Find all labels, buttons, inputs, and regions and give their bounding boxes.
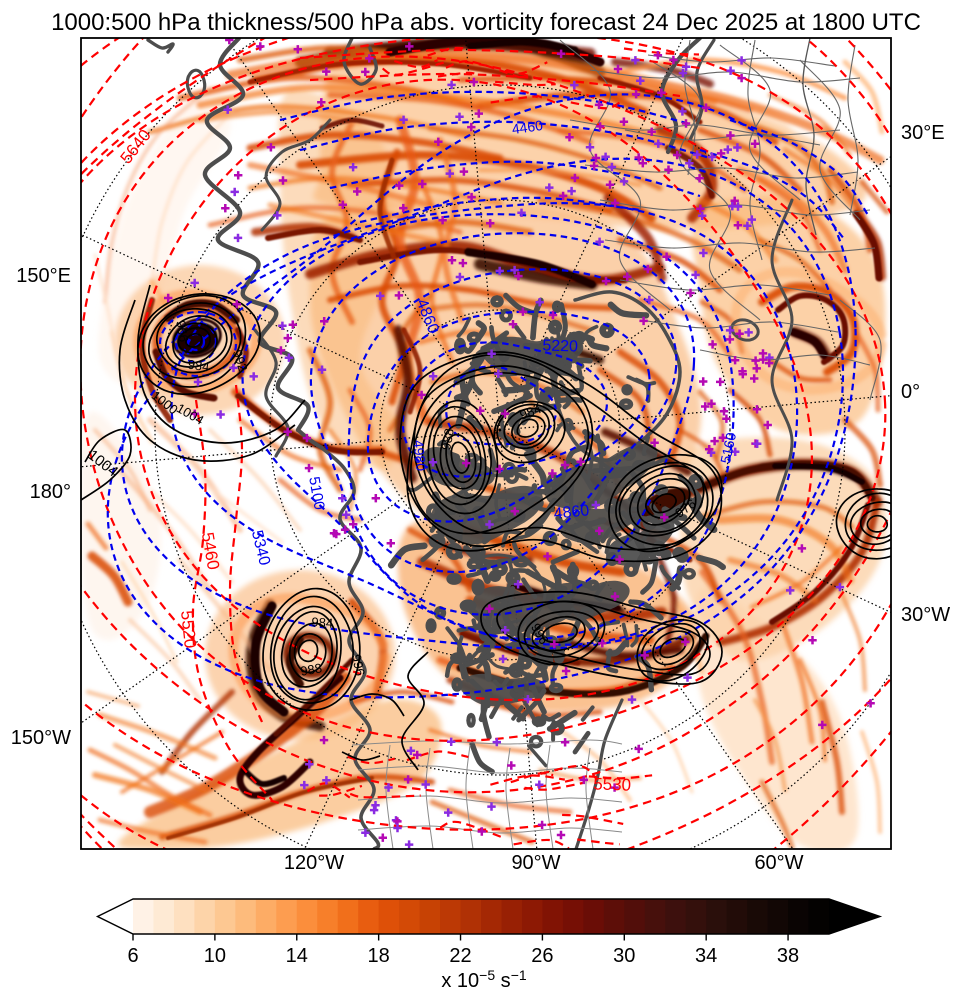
svg-text:150°W: 150°W — [11, 727, 71, 749]
svg-text:150°E: 150°E — [16, 265, 71, 287]
svg-text:120°W: 120°W — [284, 852, 344, 874]
svg-text:0°: 0° — [901, 381, 920, 403]
svg-text:22: 22 — [449, 945, 471, 967]
svg-text:34: 34 — [695, 945, 717, 967]
svg-text:984: 984 — [311, 614, 334, 630]
svg-text:984: 984 — [518, 401, 544, 423]
svg-text:38: 38 — [777, 945, 799, 967]
svg-text:26: 26 — [531, 945, 553, 967]
svg-text:30°W: 30°W — [901, 604, 950, 626]
svg-text:992: 992 — [230, 348, 251, 373]
svg-text:18: 18 — [368, 945, 390, 967]
svg-text:4860: 4860 — [553, 502, 590, 523]
svg-text:5100: 5100 — [305, 475, 328, 511]
svg-text:1000:500 hPa thickness/500 hPa: 1000:500 hPa thickness/500 hPa abs. vort… — [51, 9, 921, 36]
svg-text:14: 14 — [286, 945, 308, 967]
svg-text:4980: 4980 — [410, 439, 429, 472]
svg-text:30: 30 — [613, 945, 635, 967]
svg-text:90°W: 90°W — [511, 852, 560, 874]
svg-text:6: 6 — [127, 945, 138, 967]
svg-text:10: 10 — [204, 945, 226, 967]
svg-text:5520: 5520 — [177, 610, 200, 650]
svg-text:988: 988 — [299, 660, 323, 679]
svg-text:5160: 5160 — [717, 431, 739, 465]
svg-text:30°E: 30°E — [901, 122, 945, 144]
svg-text:984: 984 — [187, 357, 211, 375]
svg-text:5530: 5530 — [593, 774, 631, 794]
svg-text:988: 988 — [438, 427, 457, 451]
svg-text:60°W: 60°W — [754, 852, 803, 874]
svg-text:996: 996 — [349, 653, 368, 677]
svg-text:4460: 4460 — [511, 117, 544, 137]
svg-text:180°: 180° — [30, 481, 71, 503]
svg-text:5220: 5220 — [542, 337, 578, 355]
svg-text:966: 966 — [173, 319, 192, 343]
